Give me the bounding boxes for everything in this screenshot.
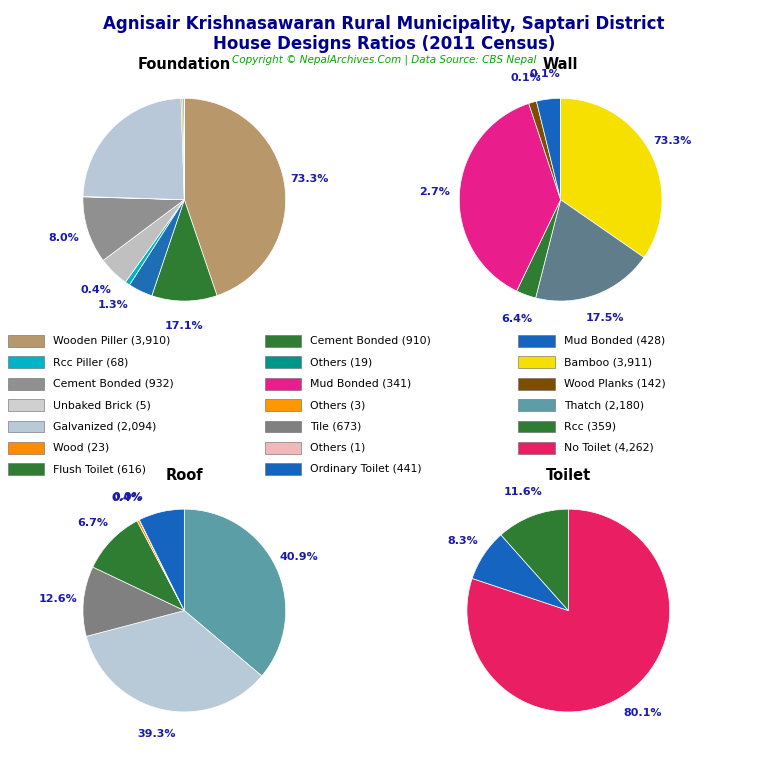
Text: Agnisair Krishnasawaran Rural Municipality, Saptari District: Agnisair Krishnasawaran Rural Municipali… — [103, 15, 665, 33]
Text: 73.3%: 73.3% — [654, 136, 692, 146]
Bar — [518, 421, 554, 432]
Text: 6.4%: 6.4% — [502, 314, 533, 324]
Title: Toilet: Toilet — [546, 468, 591, 482]
Bar — [8, 399, 44, 411]
Wedge shape — [183, 98, 184, 200]
Bar — [518, 335, 554, 347]
Wedge shape — [152, 200, 217, 301]
Wedge shape — [528, 101, 561, 200]
Text: Wooden Piller (3,910): Wooden Piller (3,910) — [53, 336, 170, 346]
Text: 6.7%: 6.7% — [78, 518, 108, 528]
Text: 11.6%: 11.6% — [504, 487, 543, 497]
Text: Others (19): Others (19) — [310, 357, 372, 367]
Wedge shape — [184, 509, 286, 676]
Text: 40.9%: 40.9% — [280, 552, 319, 562]
Text: 1.3%: 1.3% — [98, 300, 128, 310]
Text: 39.3%: 39.3% — [137, 729, 176, 739]
Text: 17.5%: 17.5% — [586, 313, 624, 323]
Text: 17.1%: 17.1% — [165, 321, 204, 332]
Wedge shape — [184, 98, 286, 296]
Title: Roof: Roof — [166, 468, 203, 482]
Bar — [8, 463, 44, 475]
Bar — [265, 335, 301, 347]
Wedge shape — [459, 104, 561, 291]
Text: 8.0%: 8.0% — [48, 233, 79, 243]
Bar — [518, 399, 554, 411]
Bar — [8, 335, 44, 347]
Wedge shape — [83, 197, 184, 260]
Text: 73.3%: 73.3% — [290, 174, 329, 184]
Bar — [518, 378, 554, 389]
Bar — [265, 442, 301, 454]
Text: Bamboo (3,911): Bamboo (3,911) — [564, 357, 652, 367]
Bar — [265, 356, 301, 368]
Text: Rcc (359): Rcc (359) — [564, 422, 616, 432]
Bar — [8, 421, 44, 432]
Text: Thatch (2,180): Thatch (2,180) — [564, 400, 644, 410]
Title: Wall: Wall — [543, 57, 578, 71]
Bar — [265, 399, 301, 411]
Text: Wood Planks (142): Wood Planks (142) — [564, 379, 666, 389]
Text: 0.4%: 0.4% — [111, 493, 142, 503]
Wedge shape — [501, 509, 568, 611]
Text: 0.1%: 0.1% — [510, 73, 541, 83]
Text: 0.1%: 0.1% — [530, 69, 561, 79]
Bar — [8, 442, 44, 454]
Text: Mud Bonded (341): Mud Bonded (341) — [310, 379, 412, 389]
Bar — [265, 421, 301, 432]
Wedge shape — [467, 509, 670, 712]
Wedge shape — [86, 611, 262, 712]
Text: 0.0%: 0.0% — [113, 492, 144, 502]
Text: Wood (23): Wood (23) — [53, 443, 109, 453]
Text: 8.3%: 8.3% — [447, 536, 478, 546]
Wedge shape — [139, 520, 184, 611]
Text: House Designs Ratios (2011 Census): House Designs Ratios (2011 Census) — [213, 35, 555, 52]
Text: Rcc Piller (68): Rcc Piller (68) — [53, 357, 128, 367]
Text: Others (1): Others (1) — [310, 443, 366, 453]
Text: Ordinary Toilet (441): Ordinary Toilet (441) — [310, 465, 422, 475]
Bar — [265, 463, 301, 475]
Wedge shape — [125, 200, 184, 285]
Wedge shape — [83, 197, 184, 200]
Text: 2.7%: 2.7% — [419, 187, 449, 197]
Text: Copyright © NepalArchives.Com | Data Source: CBS Nepal: Copyright © NepalArchives.Com | Data Sou… — [232, 55, 536, 65]
Text: Cement Bonded (932): Cement Bonded (932) — [53, 379, 174, 389]
Wedge shape — [83, 567, 184, 637]
Wedge shape — [181, 98, 184, 200]
Wedge shape — [517, 200, 561, 298]
Text: 0.4%: 0.4% — [81, 285, 111, 295]
Text: Mud Bonded (428): Mud Bonded (428) — [564, 336, 665, 346]
Wedge shape — [472, 535, 568, 611]
Wedge shape — [83, 98, 184, 200]
Bar — [518, 442, 554, 454]
Text: Unbaked Brick (5): Unbaked Brick (5) — [53, 400, 151, 410]
Text: Tile (673): Tile (673) — [310, 422, 362, 432]
Bar — [518, 356, 554, 368]
Wedge shape — [561, 98, 662, 257]
Bar — [8, 378, 44, 389]
Text: Cement Bonded (910): Cement Bonded (910) — [310, 336, 432, 346]
Wedge shape — [93, 521, 184, 611]
Wedge shape — [535, 200, 644, 301]
Wedge shape — [130, 200, 184, 296]
Text: 80.1%: 80.1% — [623, 708, 662, 718]
Text: No Toilet (4,262): No Toilet (4,262) — [564, 443, 654, 453]
Text: Flush Toilet (616): Flush Toilet (616) — [53, 465, 146, 475]
Text: 12.6%: 12.6% — [38, 594, 78, 604]
Wedge shape — [137, 520, 184, 611]
Text: Galvanized (2,094): Galvanized (2,094) — [53, 422, 157, 432]
Bar — [8, 356, 44, 368]
Wedge shape — [103, 200, 184, 282]
Wedge shape — [536, 98, 561, 200]
Title: Foundation: Foundation — [137, 57, 231, 71]
Text: Others (3): Others (3) — [310, 400, 366, 410]
Bar — [265, 378, 301, 389]
Wedge shape — [139, 509, 184, 611]
